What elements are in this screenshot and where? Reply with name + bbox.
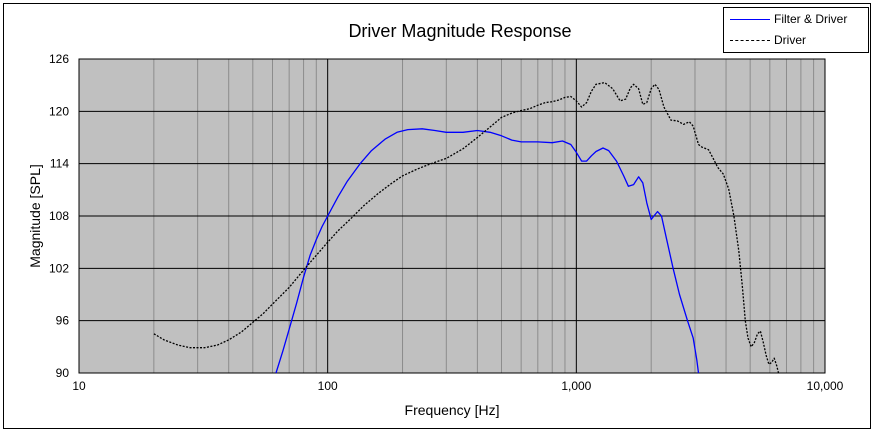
- chart-title: Driver Magnitude Response: [348, 21, 571, 41]
- chart-svg: Driver Magnitude Response 10 100 1,000 10,0…: [27, 21, 844, 418]
- x-tick-label: 10: [72, 379, 86, 393]
- legend-swatch-filter-driver: [730, 18, 770, 20]
- legend-label-driver: Driver: [774, 33, 806, 47]
- legend: Filter & Driver Driver: [723, 7, 869, 53]
- y-tick-label: 126: [49, 52, 69, 66]
- x-axis-label: Frequency [Hz]: [405, 402, 500, 418]
- series-line-driver: [153, 81, 780, 374]
- legend-item-driver: Driver: [730, 32, 806, 48]
- series-line-filter-driver: [275, 128, 700, 374]
- x-tick-label: 10,000: [807, 379, 844, 393]
- plot-border: [78, 58, 826, 374]
- x-tick-label: 1,000: [561, 379, 591, 393]
- chart-frame: Driver Magnitude Response 10 100 1,000 10,0…: [3, 3, 871, 429]
- y-axis-label: Magnitude [SPL]: [27, 164, 43, 268]
- y-tick-label: 96: [56, 314, 70, 328]
- x-tick-label: 100: [318, 379, 338, 393]
- grid: [78, 58, 826, 374]
- legend-swatch-driver: [730, 39, 770, 41]
- legend-label-filter-driver: Filter & Driver: [774, 12, 848, 26]
- y-tick-label: 90: [56, 366, 70, 380]
- series-layer: [153, 81, 780, 374]
- tick-labels: 10 100 1,000 10,000 90 96 102 108 114 120 126: [49, 52, 844, 393]
- y-tick-label: 120: [49, 104, 69, 118]
- y-tick-label: 108: [49, 209, 69, 223]
- y-tick-label: 102: [49, 261, 69, 275]
- y-tick-label: 114: [50, 157, 69, 171]
- legend-item-filter-driver: Filter & Driver: [730, 11, 847, 27]
